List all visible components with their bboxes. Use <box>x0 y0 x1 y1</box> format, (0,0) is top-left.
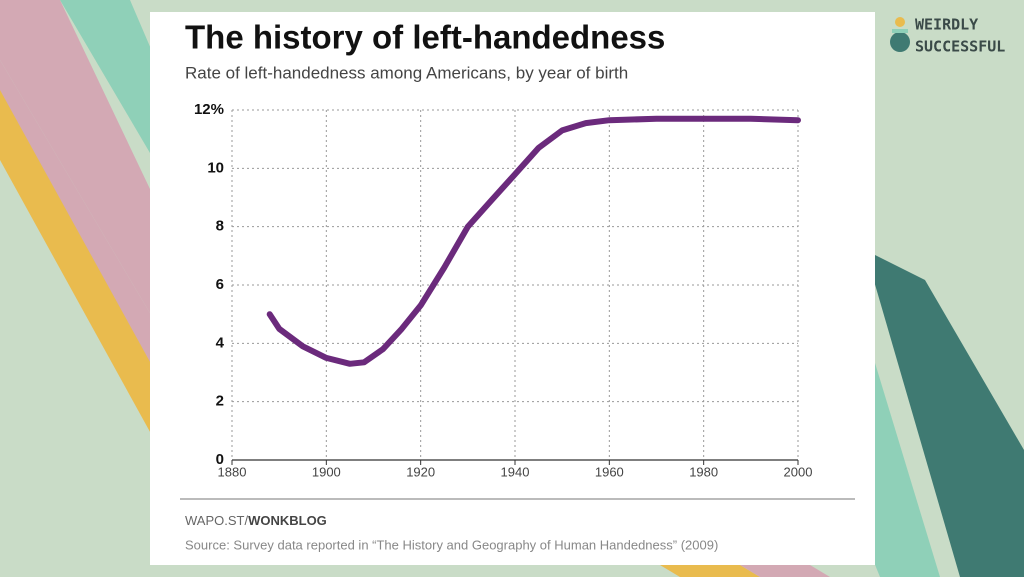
logo-text: SUCCESSFUL <box>915 38 1005 56</box>
x-tick-label: 1920 <box>406 464 435 479</box>
stripe <box>60 0 160 170</box>
y-tick-label: 8 <box>216 218 224 235</box>
credit: WAPO.ST/WONKBLOG <box>185 513 327 528</box>
y-tick-label: 6 <box>216 276 224 293</box>
y-tick-label: 0 <box>216 451 224 468</box>
stripe <box>865 330 940 577</box>
y-tick-label: 12% <box>194 101 224 118</box>
x-tick-label: 2000 <box>784 464 813 479</box>
x-tick-label: 1980 <box>689 464 718 479</box>
y-tick-label: 4 <box>216 334 225 351</box>
logo-icon <box>890 32 910 52</box>
x-tick-label: 1900 <box>312 464 341 479</box>
chart-title: The history of left-handedness <box>185 19 665 56</box>
y-tick-label: 2 <box>216 393 224 410</box>
x-tick-label: 1960 <box>595 464 624 479</box>
stripe <box>865 250 1024 577</box>
card <box>150 12 875 565</box>
y-tick-label: 10 <box>207 159 224 176</box>
credit-prefix: WAPO.ST/ <box>185 513 248 528</box>
source: Source: Survey data reported in “The His… <box>185 537 718 552</box>
stripe <box>660 565 760 577</box>
logo-text: WEIRDLY <box>915 16 978 34</box>
stripe <box>740 565 830 577</box>
stripe <box>0 0 160 330</box>
credit-name: WONKBLOG <box>248 513 327 528</box>
chart-subtitle: Rate of left-handedness among Americans,… <box>185 63 628 82</box>
x-tick-label: 1940 <box>501 464 530 479</box>
plot: 0 2 4 6 8 10 12% 1880 1900 1920 1940 1960 1980 2000 <box>194 101 812 479</box>
logo-icon <box>895 17 905 27</box>
x-tick-label: 1880 <box>218 464 247 479</box>
data-line <box>266 115 801 367</box>
logo-icon <box>892 29 908 33</box>
stripe <box>0 90 160 450</box>
